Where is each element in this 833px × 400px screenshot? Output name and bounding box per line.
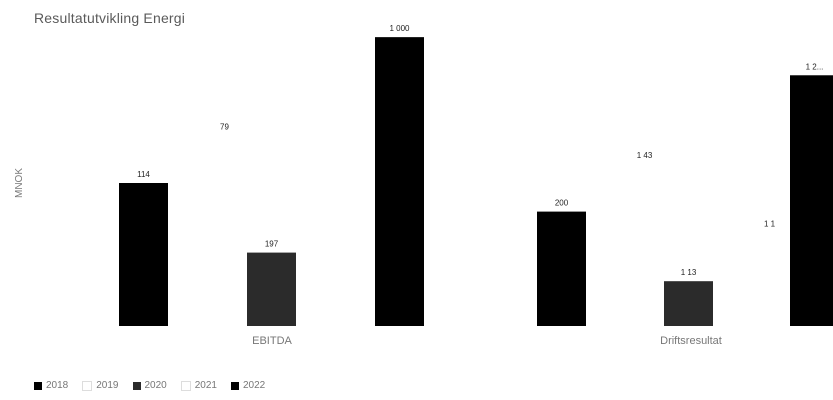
data-label-2020-1: 1 13 — [681, 268, 697, 277]
legend-swatch-2020 — [132, 381, 141, 390]
legend-swatch-2021 — [180, 380, 191, 391]
bar-2022-0 — [375, 37, 424, 326]
data-label-2022-1: 1 2... — [806, 62, 824, 71]
data-label-2020-0: 197 — [265, 240, 279, 249]
bar-2018-0 — [119, 183, 168, 326]
legend-item-2022: 2022 — [231, 380, 265, 391]
legend-label-2022: 2022 — [243, 380, 266, 391]
legend-swatch-2022 — [231, 381, 239, 390]
y-axis-label: MNOK — [14, 168, 25, 198]
legend-swatch-2018 — [34, 381, 42, 390]
bar-2020-0 — [247, 252, 296, 326]
data-label-2018-1: 200 — [555, 199, 569, 208]
legend-item-2021: 2021 — [180, 380, 217, 391]
bar-2020-1 — [664, 281, 713, 326]
bar-2022-1 — [790, 75, 833, 326]
data-label-2019-1: 1 43 — [637, 151, 653, 160]
data-label-2019-0: 79 — [220, 122, 229, 131]
legend-label-2018: 2018 — [46, 380, 69, 391]
legend-label-2021: 2021 — [194, 380, 217, 391]
legend-swatch-2019 — [82, 380, 93, 391]
chart-title: Resultatutvikling Energi — [34, 10, 186, 26]
legend-label-2019: 2019 — [96, 380, 119, 391]
data-label-2018-0: 114 — [137, 170, 150, 179]
data-label-2022-0: 1 000 — [389, 24, 410, 33]
legend-item-2018: 2018 — [34, 380, 68, 391]
legend-item-2020: 2020 — [132, 380, 167, 391]
legend-label-2020: 2020 — [144, 380, 167, 391]
legend-item-2019: 2019 — [82, 380, 119, 391]
chart-legend: 2018 2019 2020 2021 2022 — [34, 380, 265, 391]
x-tick-label-1: Driftsresultat — [660, 335, 722, 347]
bar-2018-1 — [537, 211, 586, 326]
data-label-2021-1: 1 1 — [764, 220, 776, 229]
x-tick-label-0: EBITDA — [252, 335, 292, 347]
